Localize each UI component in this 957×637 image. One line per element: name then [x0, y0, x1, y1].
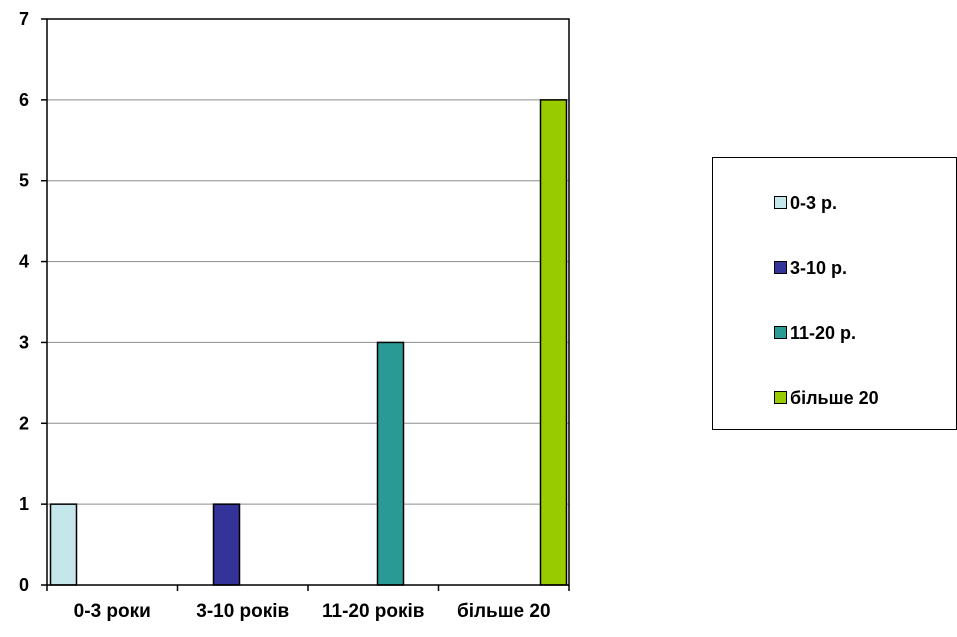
y-tick-label: 2: [19, 413, 29, 433]
bar-2: [212, 503, 241, 586]
plot-area-frame: [46, 18, 570, 586]
y-tick-label: 0: [19, 575, 29, 595]
y-tick-labels: 0 1 2 3 4 5 6 7: [19, 9, 29, 595]
axes: [41, 18, 570, 591]
legend: 0-3 р. 3-10 р. 11-20 р. більше 20: [712, 157, 957, 430]
legend-swatch: [774, 261, 787, 274]
y-tick-label: 6: [19, 90, 29, 110]
y-tick-label: 7: [19, 9, 29, 29]
legend-swatch: [774, 391, 787, 404]
x-category-label: 11-20 років: [322, 601, 425, 622]
legend-swatch: [774, 196, 787, 209]
y-tick-label: 3: [19, 332, 29, 352]
legend-swatch: [774, 326, 787, 339]
bars: [49, 99, 568, 586]
y-tick-label: 4: [19, 252, 29, 272]
bar-3: [376, 341, 405, 586]
legend-box: [712, 157, 957, 430]
legend-label: більше 20: [790, 388, 879, 408]
y-tick-label: 5: [19, 171, 29, 191]
bar-4: [539, 99, 568, 586]
x-category-label: 0-3 роки: [74, 601, 151, 622]
x-category-label: 3-10 років: [196, 601, 289, 622]
legend-label: 11-20 р.: [790, 323, 856, 343]
bar-1: [49, 503, 78, 586]
legend-label: 3-10 р.: [790, 258, 847, 278]
x-tick-labels: 0-3 роки 3-10 років 11-20 років більше 20: [74, 601, 551, 622]
legend-label: 0-3 р.: [790, 193, 837, 213]
y-tick-label: 1: [19, 494, 29, 514]
x-category-label: більше 20: [457, 601, 551, 622]
gridlines: [47, 99, 569, 505]
